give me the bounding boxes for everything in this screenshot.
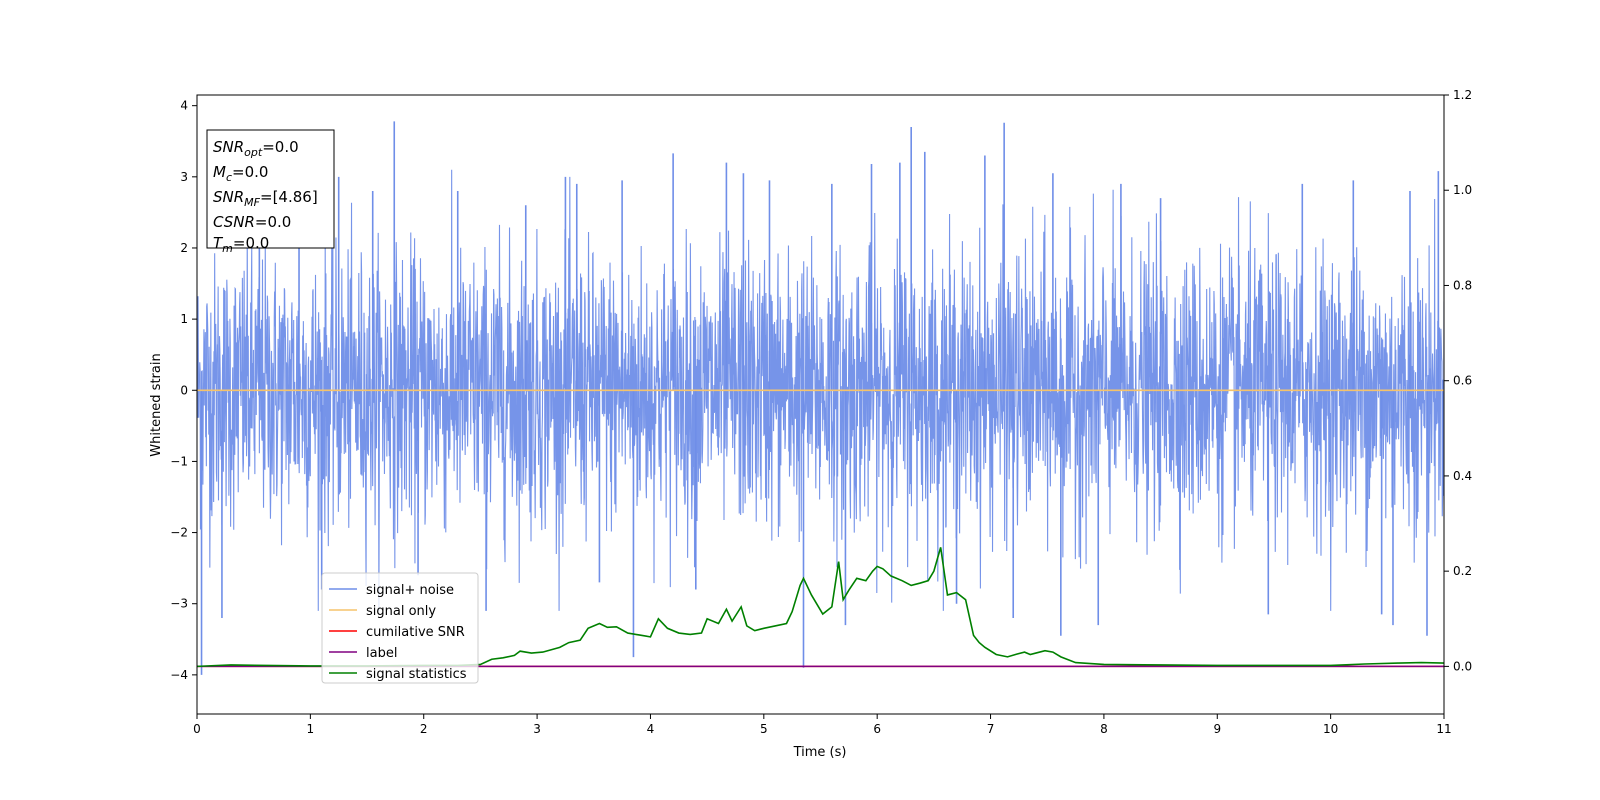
y-tick-label: −1	[170, 454, 188, 468]
x-tick-label: 1	[307, 722, 315, 736]
annotation-line: SNRMF=[4.86]	[213, 188, 318, 209]
x-tick-label: 2	[420, 722, 428, 736]
annotation-line: CSNR=0.0	[213, 213, 291, 231]
y2-tick-label: 0.2	[1453, 564, 1472, 578]
y2-tick-label: 0.6	[1453, 374, 1472, 388]
legend-label: cumilative SNR	[366, 625, 465, 640]
series-signal-noise-line	[197, 169, 1444, 611]
x-tick-label: 9	[1213, 722, 1221, 736]
x-tick-label: 10	[1323, 722, 1338, 736]
plot-frame	[196, 94, 1445, 715]
x-tick-label: 4	[647, 722, 655, 736]
series-signal-noise-spikes	[200, 121, 1440, 675]
legend: signal+ noise signal only cumilative SNR la…	[321, 572, 479, 684]
legend-label: signal only	[366, 604, 436, 619]
x-tick-label: 3	[533, 722, 541, 736]
y2-tick-label: 0.0	[1453, 659, 1472, 673]
y-axis-label: Whitened strain	[149, 353, 164, 456]
y-tick-label: −3	[170, 597, 188, 611]
legend-label: label	[366, 646, 397, 661]
y-tick-label: 2	[180, 241, 188, 255]
y-tick-label: 3	[180, 170, 188, 184]
y2-tick-label: 0.4	[1453, 469, 1472, 483]
y-tick-label: 1	[180, 312, 188, 326]
y2-axis: 0.0 0.2 0.4 0.6 0.8 1.0 1.2	[1444, 88, 1472, 673]
y-tick-label: −4	[170, 668, 188, 682]
x-tick-label: 7	[987, 722, 995, 736]
y-tick-label: 4	[180, 99, 188, 113]
y-tick-label: −2	[170, 526, 188, 540]
x-tick-label: 11	[1436, 722, 1451, 736]
x-tick-label: 5	[760, 722, 768, 736]
plot-series	[197, 121, 1444, 675]
x-tick-label: 0	[193, 722, 201, 736]
x-axis: 0 1 2 3 4 5 6 7 8 9 10 11	[193, 714, 1452, 736]
x-axis-label: Time (s)	[793, 745, 847, 760]
y-tick-label: 0	[180, 383, 188, 397]
annotation-line: SNRopt=0.0	[213, 138, 299, 159]
annotation-box: SNRopt=0.0 Mc=0.0 SNRMF=[4.86] CSNR=0.0 Tm=0…	[206, 129, 335, 255]
series-signal-statistics-line	[197, 547, 1444, 668]
annotation-line: Mc=0.0	[213, 163, 268, 184]
y2-tick-label: 0.8	[1453, 278, 1472, 292]
y-axis: −4 −3 −2 −1 0 1 2 3 4	[170, 99, 197, 682]
y2-tick-label: 1.0	[1453, 183, 1472, 197]
y2-tick-label: 1.2	[1453, 88, 1472, 102]
legend-label: signal statistics	[366, 667, 467, 682]
x-tick-label: 6	[873, 722, 881, 736]
legend-label: signal+ noise	[366, 583, 454, 598]
annotation-line: Tm=0.0	[213, 234, 269, 255]
x-tick-label: 8	[1100, 722, 1108, 736]
